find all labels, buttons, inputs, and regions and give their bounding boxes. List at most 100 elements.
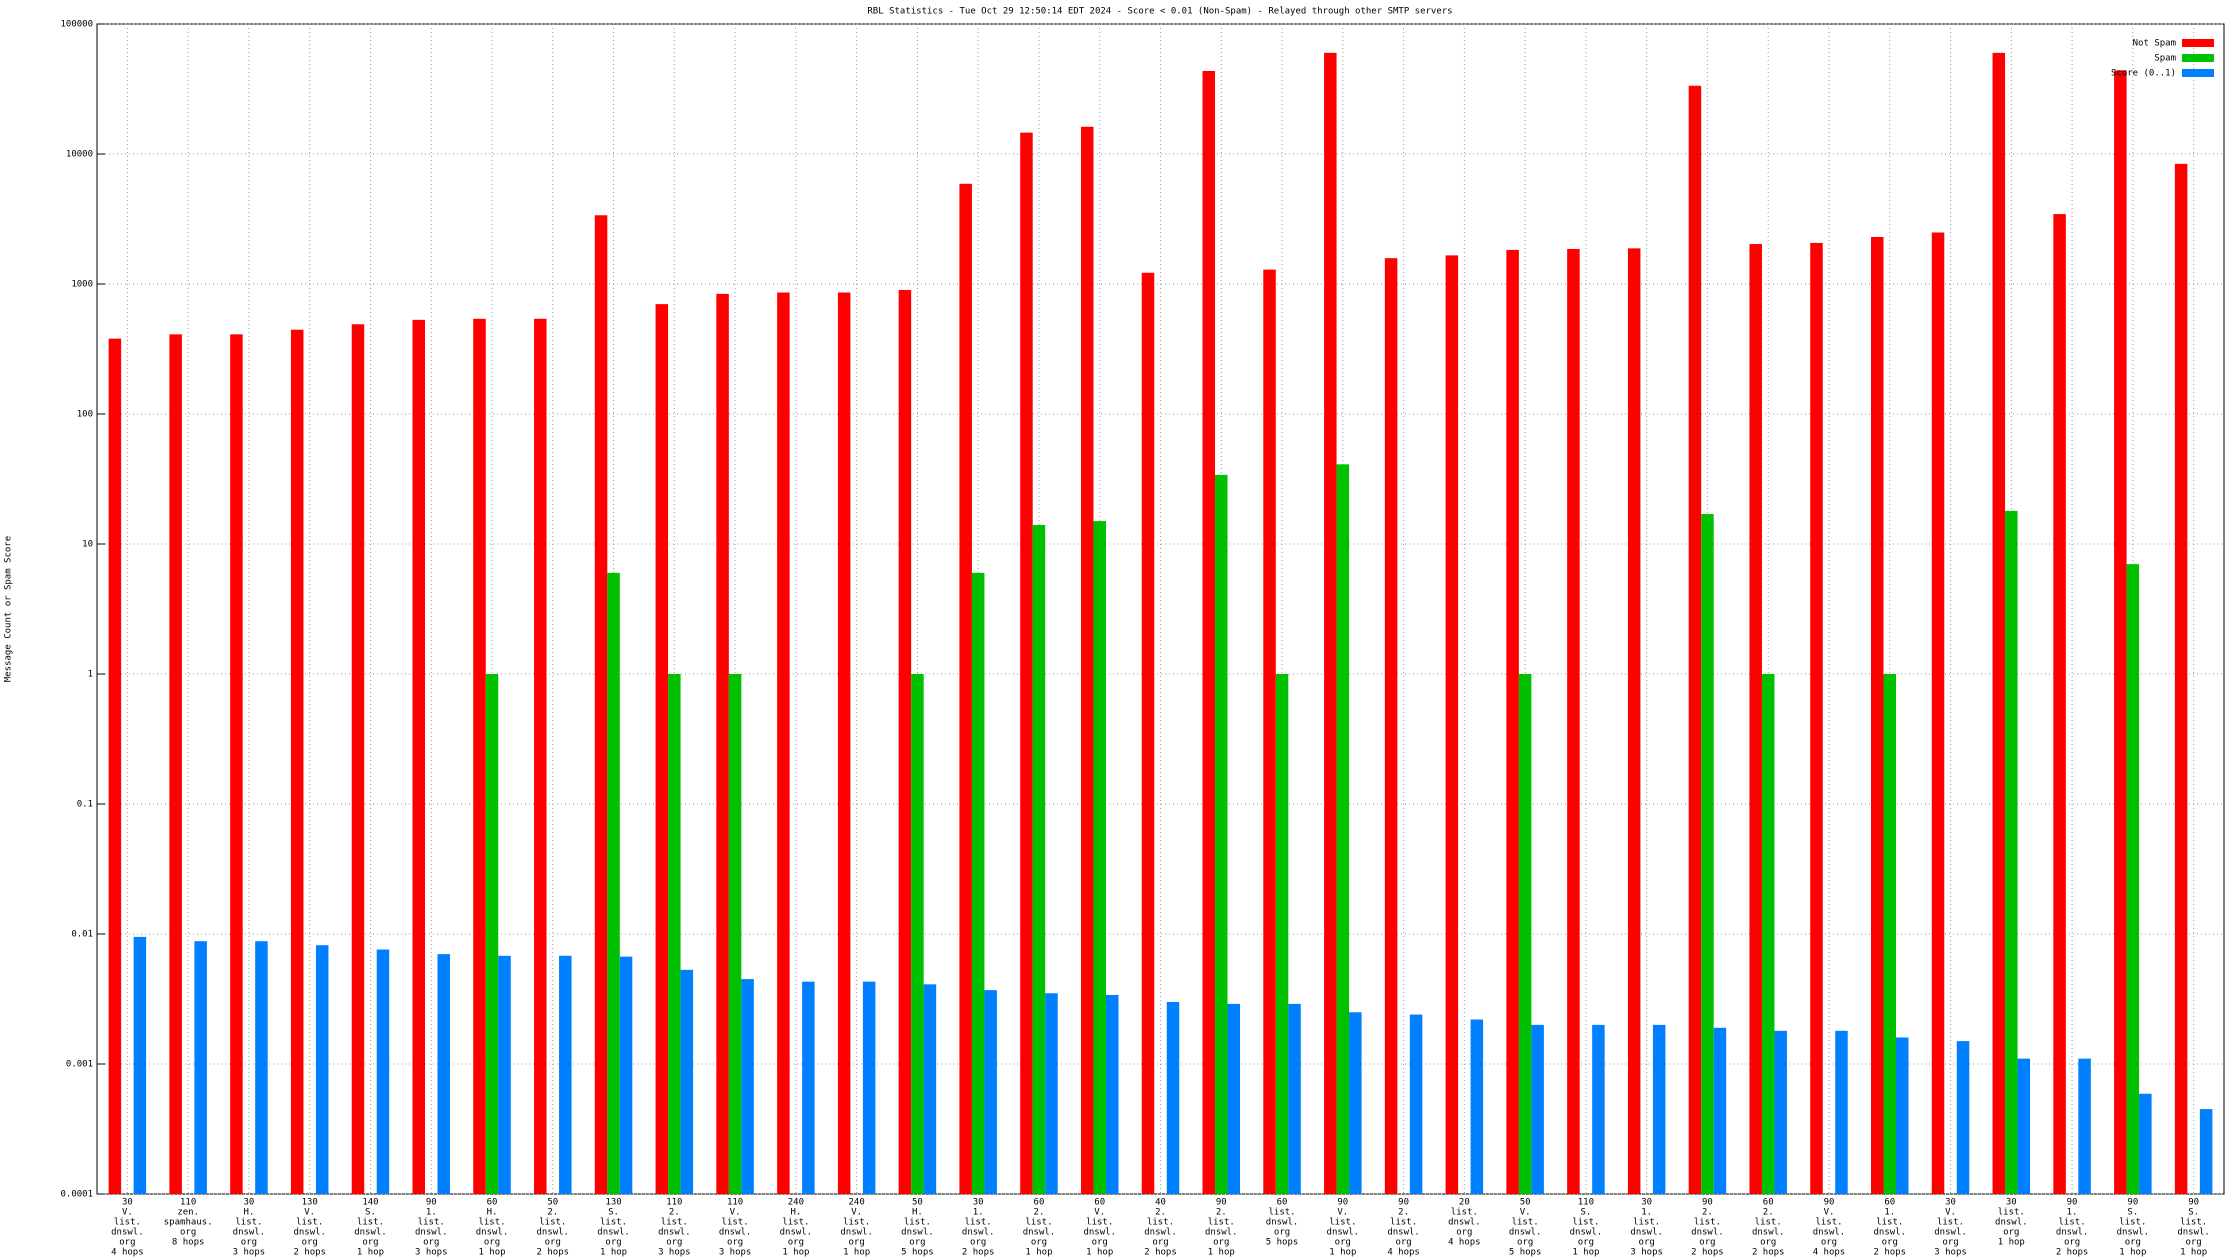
x-tick-label: 3 hops [719, 1248, 752, 1258]
bar [1080, 126, 1094, 1194]
x-tick-label: 50 [547, 1198, 558, 1208]
x-tick-label: 3 hops [1934, 1248, 1967, 1258]
bar [923, 984, 937, 1194]
bar [255, 941, 268, 1194]
x-tick-label: 2 hops [537, 1248, 570, 1258]
bar [1215, 474, 1228, 1195]
x-tick-label: org [2125, 1238, 2141, 1248]
bar [607, 572, 620, 1194]
x-tick-label: 5 hops [1266, 1238, 1299, 1248]
x-tick-label: 90 [426, 1198, 437, 1208]
legend-swatch [2182, 54, 2214, 62]
x-tick-label: org [1274, 1228, 1290, 1238]
x-tick-label: list. [1512, 1218, 1539, 1228]
x-tick-label: list. [1815, 1218, 1842, 1228]
x-tick-label: dnswl. [962, 1228, 995, 1238]
x-tick-label: list. [1572, 1218, 1599, 1228]
y-tick-label: 100000 [60, 20, 93, 30]
x-tick-label: V. [1945, 1208, 1956, 1218]
x-tick-label: org [849, 1238, 865, 1248]
x-tick-label: 2 hops [293, 1248, 326, 1258]
bar [728, 674, 742, 1194]
y-tick-label: 0.001 [66, 1060, 93, 1070]
bar [1567, 248, 1580, 1194]
bar [619, 956, 633, 1194]
x-tick-label: 130 [605, 1198, 621, 1208]
x-tick-label: dnswl. [111, 1228, 144, 1238]
x-tick-label: 4 hops [1813, 1248, 1846, 1258]
bar [1275, 674, 1289, 1194]
x-tick-label: org [1152, 1238, 1168, 1248]
x-tick-label: org [1821, 1238, 1837, 1248]
x-tick-label: org [1517, 1238, 1533, 1248]
bar [837, 292, 851, 1194]
x-tick-label: 20 [1459, 1198, 1470, 1208]
bar [315, 945, 329, 1194]
x-tick-label: 30 [1641, 1198, 1652, 1208]
x-tick-label: 240 [788, 1198, 804, 1208]
bar [898, 289, 912, 1194]
x-tick-label: list. [1390, 1218, 1417, 1228]
x-tick-label: dnswl. [537, 1228, 570, 1238]
bar [1652, 1024, 1666, 1194]
x-tick-label: V. [304, 1208, 315, 1218]
bar [2199, 1109, 2213, 1194]
y-tick-label: 100 [77, 410, 93, 420]
x-tick-label: 2. [547, 1208, 558, 1218]
x-tick-label: V. [730, 1208, 741, 1218]
x-tick-label: 1 hop [1025, 1248, 1052, 1258]
y-tick-label: 10000 [66, 150, 93, 160]
x-tick-label: org [1395, 1238, 1411, 1248]
x-tick-label: 2. [1155, 1208, 1166, 1218]
bar [376, 949, 390, 1194]
x-tick-label: V. [1094, 1208, 1105, 1218]
x-tick-label: 2 hops [2056, 1248, 2089, 1258]
x-tick-label: list. [1086, 1218, 1113, 1228]
x-tick-label: 4 hops [1448, 1238, 1481, 1248]
x-tick-label: 1 hop [1208, 1248, 1235, 1258]
x-tick-label: 1 hop [1086, 1248, 1113, 1258]
bar [777, 292, 790, 1194]
bar [1701, 514, 1714, 1194]
bar [534, 318, 547, 1194]
bar [984, 990, 997, 1194]
x-tick-label: 60 [1034, 1198, 1045, 1208]
x-tick-label: dnswl. [1570, 1228, 1603, 1238]
bar [1227, 1003, 1241, 1194]
x-tick-label: org [302, 1238, 318, 1248]
x-tick-label: list. [1208, 1218, 1235, 1228]
x-tick-label: 50 [912, 1198, 923, 1208]
bar [498, 955, 511, 1194]
x-tick-label: list. [1268, 1208, 1295, 1218]
bar [668, 674, 681, 1194]
bar [2139, 1093, 2152, 1194]
x-tick-label: org [666, 1238, 682, 1248]
x-tick-label: org [1639, 1238, 1655, 1248]
bar [1688, 85, 1702, 1195]
x-tick-label: dnswl. [233, 1228, 266, 1238]
x-tick-label: org [362, 1238, 378, 1248]
x-tick-label: dnswl. [1083, 1228, 1116, 1238]
bar [1627, 248, 1641, 1194]
x-tick-label: dnswl. [840, 1228, 873, 1238]
x-tick-label: 1 hop [357, 1248, 384, 1258]
x-tick-label: 240 [849, 1198, 865, 1208]
x-tick-label: S. [365, 1208, 376, 1218]
x-tick-label: 2. [1216, 1208, 1227, 1218]
x-tick-label: org [1031, 1238, 1047, 1248]
x-tick-label: org [484, 1238, 500, 1248]
bar [1470, 1019, 1484, 1194]
x-tick-label: 1 hop [2180, 1248, 2207, 1258]
bar [959, 183, 972, 1194]
bar [1093, 521, 1106, 1194]
bar [473, 318, 486, 1194]
x-tick-label: 1 hop [843, 1248, 870, 1258]
x-tick-label: 1 hop [782, 1248, 809, 1258]
bar [437, 954, 450, 1194]
bar [655, 304, 669, 1194]
bar [1774, 1030, 1787, 1194]
bar [1263, 269, 1276, 1194]
x-tick-label: 1. [426, 1208, 437, 1218]
bar [2053, 214, 2066, 1195]
x-tick-label: V. [122, 1208, 133, 1218]
